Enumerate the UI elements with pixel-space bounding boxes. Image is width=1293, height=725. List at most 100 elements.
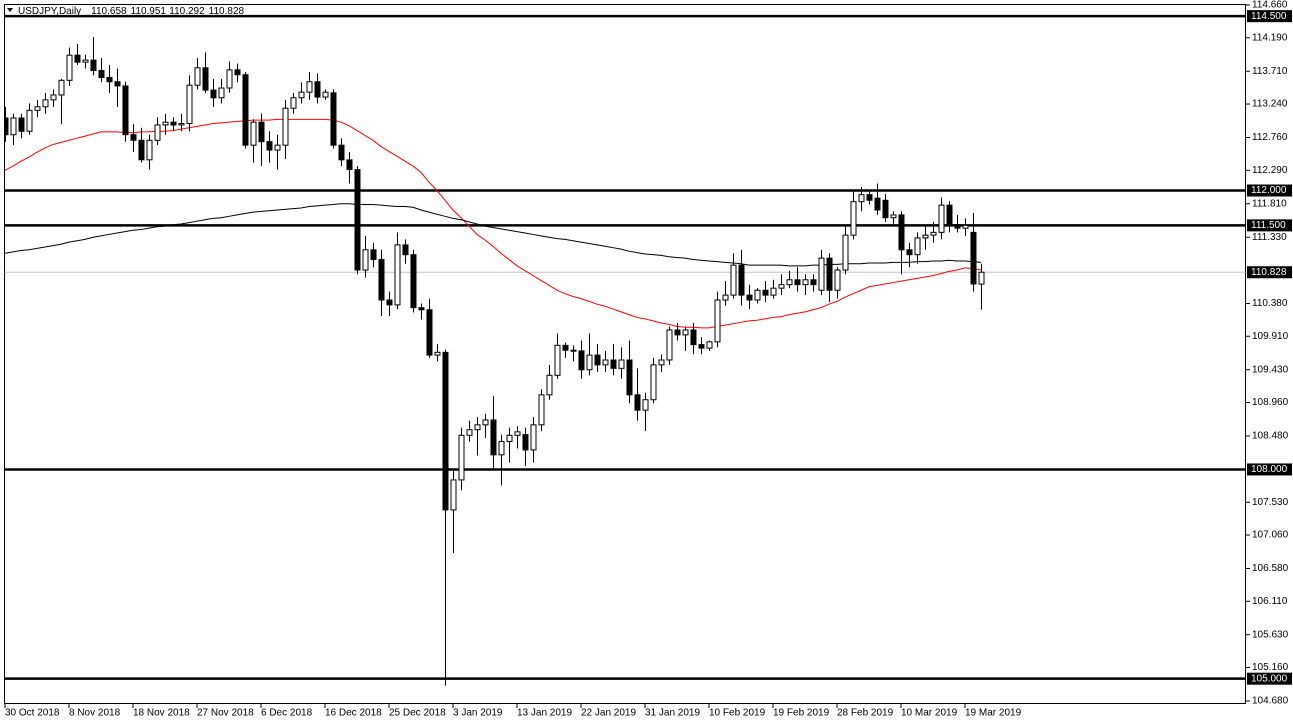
x-tick-label: 31 Jan 2019 xyxy=(645,708,700,719)
candle-body xyxy=(90,59,97,72)
candle-body xyxy=(330,92,337,146)
y-tick-label: 104.680 xyxy=(1252,696,1289,707)
candle-body xyxy=(338,144,345,161)
candle-body xyxy=(810,279,817,286)
candle-body xyxy=(762,289,769,296)
level-label: 105.000 xyxy=(1251,673,1288,684)
y-tick-label: 113.240 xyxy=(1252,99,1288,110)
candle-body xyxy=(18,117,25,132)
candle-body xyxy=(50,94,57,101)
level-label-box xyxy=(1247,10,1292,23)
candle-body xyxy=(250,121,257,146)
candle-body xyxy=(306,81,313,93)
y-tick-label: 105.630 xyxy=(1252,629,1289,640)
candle-body xyxy=(410,254,417,309)
candle-body xyxy=(490,419,497,456)
x-tick-label: 28 Feb 2019 xyxy=(837,708,894,719)
chart-title: USDJPY,Daily xyxy=(18,6,81,17)
x-tick-label: 25 Dec 2018 xyxy=(389,708,446,719)
candle-body xyxy=(610,359,617,369)
y-tick-label: 109.910 xyxy=(1252,331,1289,342)
y-tick-label: 112.290 xyxy=(1252,165,1288,176)
candle-body xyxy=(186,84,193,125)
candle-body xyxy=(122,85,129,136)
candle-body xyxy=(498,441,505,456)
candle-body xyxy=(138,139,145,161)
y-tick-label: 113.710 xyxy=(1252,66,1288,77)
y-tick-label: 107.060 xyxy=(1252,530,1289,541)
x-tick-label: 19 Feb 2019 xyxy=(773,708,830,719)
y-tick-label: 108.960 xyxy=(1252,397,1289,408)
candle-body xyxy=(322,91,329,98)
y-tick-label: 111.810 xyxy=(1252,198,1287,209)
candle-body xyxy=(506,434,513,443)
candle-body xyxy=(178,123,185,126)
candle-body xyxy=(386,299,393,306)
level-label-box xyxy=(1247,672,1292,685)
x-tick-label: 13 Jan 2019 xyxy=(517,708,572,719)
candle-body xyxy=(706,341,713,349)
candle-body xyxy=(282,107,289,146)
candle-body xyxy=(82,59,89,63)
level-label-box xyxy=(1247,463,1292,476)
candle-body xyxy=(114,81,121,87)
candle-body xyxy=(834,269,841,291)
y-tick-label: 108.480 xyxy=(1252,431,1289,442)
candle-body xyxy=(890,214,897,219)
candle-body xyxy=(738,264,745,296)
current-price-label: 110.828 xyxy=(1251,267,1287,278)
candle-body xyxy=(978,271,985,285)
candle-body xyxy=(258,121,265,143)
candle-body xyxy=(962,224,969,229)
candle-body xyxy=(818,257,825,291)
x-tick-label: 10 Feb 2019 xyxy=(709,708,766,719)
candle-body xyxy=(394,244,401,306)
candle-body xyxy=(826,257,833,291)
candle-body xyxy=(130,134,137,141)
y-tick-label: 107.530 xyxy=(1252,497,1289,508)
candle-body xyxy=(954,224,961,229)
x-tick-label: 19 Mar 2019 xyxy=(965,708,1022,719)
candle-body xyxy=(418,307,425,311)
candle-body xyxy=(474,424,481,431)
y-tick-label: 105.160 xyxy=(1252,662,1289,673)
y-tick-label: 114.190 xyxy=(1252,32,1288,43)
candle-body xyxy=(538,394,545,426)
candle-body xyxy=(938,204,945,233)
candle-body xyxy=(514,431,521,436)
y-tick-label: 110.380 xyxy=(1252,298,1288,309)
candle-body xyxy=(794,279,801,286)
candle-body xyxy=(842,234,849,271)
candle-body xyxy=(682,329,689,336)
candle-body xyxy=(562,344,569,351)
candle-body xyxy=(586,354,593,371)
candle-body xyxy=(914,237,921,256)
candle-body xyxy=(650,364,657,401)
candle-body xyxy=(618,359,625,369)
y-tick-label: 112.760 xyxy=(1252,132,1288,143)
candle-body xyxy=(362,249,369,271)
candle-body xyxy=(66,54,73,81)
candle-body xyxy=(666,329,673,361)
candle-body xyxy=(690,329,697,346)
candle-body xyxy=(906,249,913,256)
candle-body xyxy=(746,294,753,301)
candle-body xyxy=(314,81,321,98)
candle-body xyxy=(866,194,873,201)
candle-body xyxy=(898,214,905,251)
candle-body xyxy=(162,121,169,126)
candle-body xyxy=(658,359,665,366)
level-label: 112.000 xyxy=(1251,185,1287,196)
x-tick-label: 22 Jan 2019 xyxy=(581,708,636,719)
candle-body xyxy=(882,199,889,219)
header-close: 110.828 xyxy=(209,6,245,17)
moving-average xyxy=(4,203,982,267)
moving-average xyxy=(4,118,982,329)
candle-body xyxy=(626,359,633,396)
header-high: 110.951 xyxy=(131,6,167,17)
candle-body xyxy=(482,419,489,426)
candle-body xyxy=(434,351,441,356)
y-tick-label: 111.330 xyxy=(1252,232,1287,243)
level-label: 111.500 xyxy=(1251,220,1286,231)
